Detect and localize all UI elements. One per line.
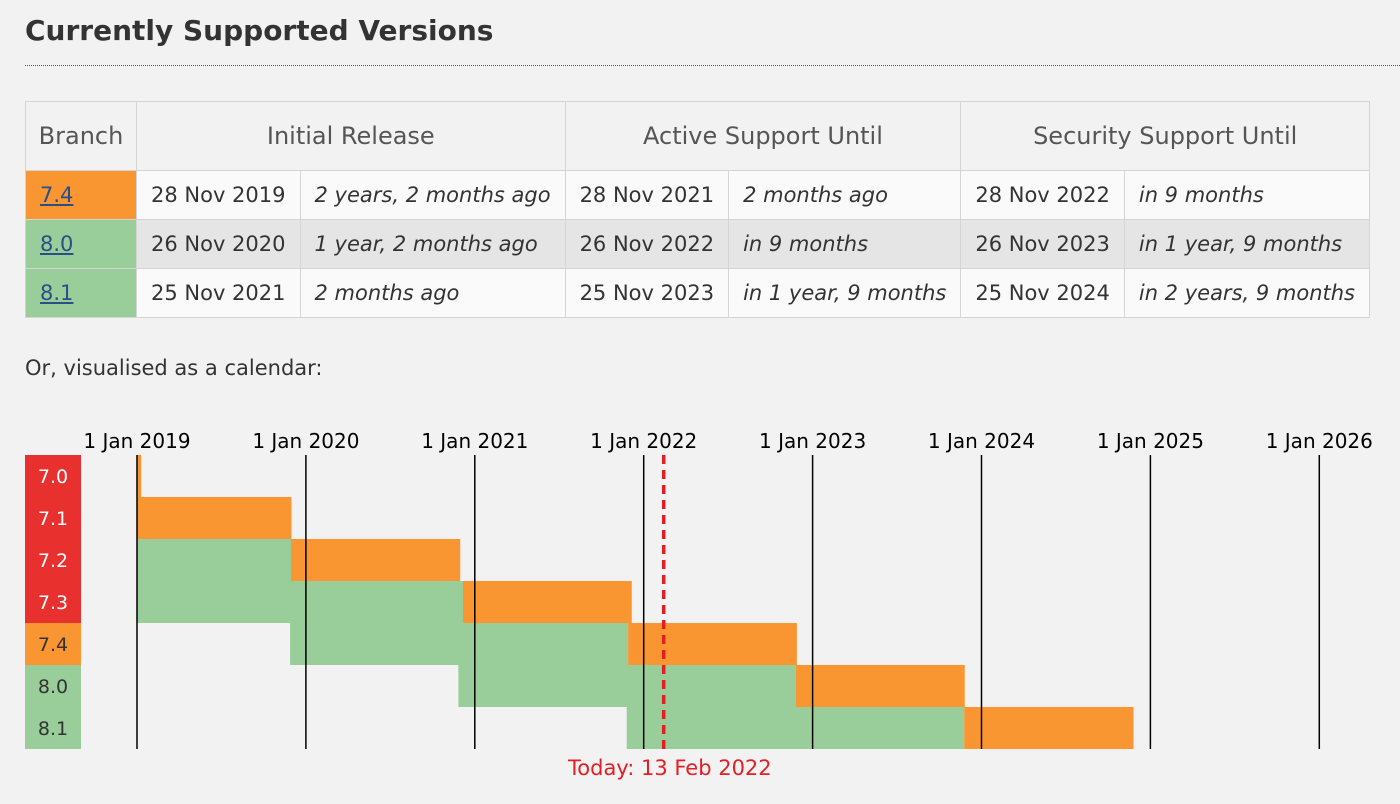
initial-relative: 2 months ago xyxy=(299,268,566,318)
branch-label: 7.1 xyxy=(38,508,68,530)
security-relative: in 1 year, 9 months xyxy=(1123,219,1371,269)
security-date: 25 Nov 2024 xyxy=(960,268,1125,318)
active-date: 28 Nov 2021 xyxy=(564,170,730,220)
table-row: 8.0 26 Nov 2020 1 year, 2 months ago 26 … xyxy=(25,219,1371,269)
active-relative: 2 months ago xyxy=(728,170,962,220)
security-support-bar xyxy=(463,581,632,623)
branch-label: 8.0 xyxy=(38,676,68,698)
table-row: 7.4 28 Nov 2019 2 years, 2 months ago 28… xyxy=(25,170,1371,220)
active-support-bar xyxy=(137,539,291,581)
active-support-bar xyxy=(290,623,629,665)
branch-label: 7.4 xyxy=(38,634,68,656)
header-initial-release: Initial Release xyxy=(136,101,566,171)
branch-label: 7.3 xyxy=(38,592,68,614)
branch-label-bg xyxy=(25,455,81,497)
security-date: 28 Nov 2022 xyxy=(960,170,1125,220)
initial-date: 28 Nov 2019 xyxy=(136,170,301,220)
today-label: Today: 13 Feb 2022 xyxy=(568,756,772,780)
calendar-intro: Or, visualised as a calendar: xyxy=(25,356,323,380)
security-support-bar xyxy=(137,497,292,539)
security-relative: in 9 months xyxy=(1123,170,1371,220)
security-support-bar xyxy=(628,623,797,665)
year-label: 1 Jan 2019 xyxy=(83,429,190,453)
year-label: 1 Jan 2026 xyxy=(1266,429,1373,453)
active-support-bar xyxy=(458,665,796,707)
page-title: Currently Supported Versions xyxy=(25,14,494,47)
active-date: 25 Nov 2023 xyxy=(564,268,730,318)
branch-label: 8.1 xyxy=(38,718,68,740)
branch-label-bg xyxy=(25,539,81,581)
branch-label-bg xyxy=(25,707,81,749)
branch-link-8-1[interactable]: 8.1 xyxy=(40,281,74,305)
year-label: 1 Jan 2020 xyxy=(252,429,359,453)
initial-date: 25 Nov 2021 xyxy=(136,268,301,318)
release-calendar: 7.0 7.1 7.2 7.3 7.4 8.0 8.1 1 Jan 2019 1 Jan 202… xyxy=(25,429,1373,749)
security-date: 26 Nov 2023 xyxy=(960,219,1125,269)
year-label: 1 Jan 2025 xyxy=(1097,429,1204,453)
initial-relative: 1 year, 2 months ago xyxy=(299,219,566,269)
active-support-bar xyxy=(137,581,464,623)
branch-cell: 8.0 xyxy=(25,219,137,269)
branch-label-bg xyxy=(25,581,81,623)
branch-label-bg xyxy=(25,497,81,539)
initial-date: 26 Nov 2020 xyxy=(136,219,301,269)
branch-label-bg xyxy=(25,665,81,707)
branch-link-8-0[interactable]: 8.0 xyxy=(40,232,74,256)
security-support-bar xyxy=(964,707,1134,749)
header-security-support: Security Support Until xyxy=(960,101,1370,171)
supported-versions-table: Branch Initial Release Active Support Un… xyxy=(25,101,1371,318)
year-label: 1 Jan 2024 xyxy=(928,429,1035,453)
active-relative: in 9 months xyxy=(728,219,962,269)
year-label: 1 Jan 2023 xyxy=(759,429,866,453)
active-date: 26 Nov 2022 xyxy=(564,219,730,269)
active-relative: in 1 year, 9 months xyxy=(728,268,962,318)
security-support-bar xyxy=(137,455,142,497)
branch-cell: 7.4 xyxy=(25,170,137,220)
branch-link-7-4[interactable]: 7.4 xyxy=(40,183,74,207)
header-active-support: Active Support Until xyxy=(564,101,962,171)
year-label: 1 Jan 2022 xyxy=(590,429,697,453)
branch-label: 7.2 xyxy=(38,550,68,572)
header-branch: Branch xyxy=(25,101,137,171)
security-relative: in 2 years, 9 months xyxy=(1123,268,1371,318)
branch-label-bg xyxy=(25,623,81,665)
branch-label: 7.0 xyxy=(38,466,68,488)
initial-relative: 2 years, 2 months ago xyxy=(299,170,566,220)
title-divider xyxy=(25,65,1400,66)
active-support-bar xyxy=(626,707,965,749)
table-row: 8.1 25 Nov 2021 2 months ago 25 Nov 2023… xyxy=(25,268,1371,318)
security-support-bar xyxy=(290,539,461,581)
security-support-bar xyxy=(795,665,965,707)
branch-cell: 8.1 xyxy=(25,268,137,318)
year-label: 1 Jan 2021 xyxy=(421,429,528,453)
table-header-row: Branch Initial Release Active Support Un… xyxy=(25,101,1370,171)
